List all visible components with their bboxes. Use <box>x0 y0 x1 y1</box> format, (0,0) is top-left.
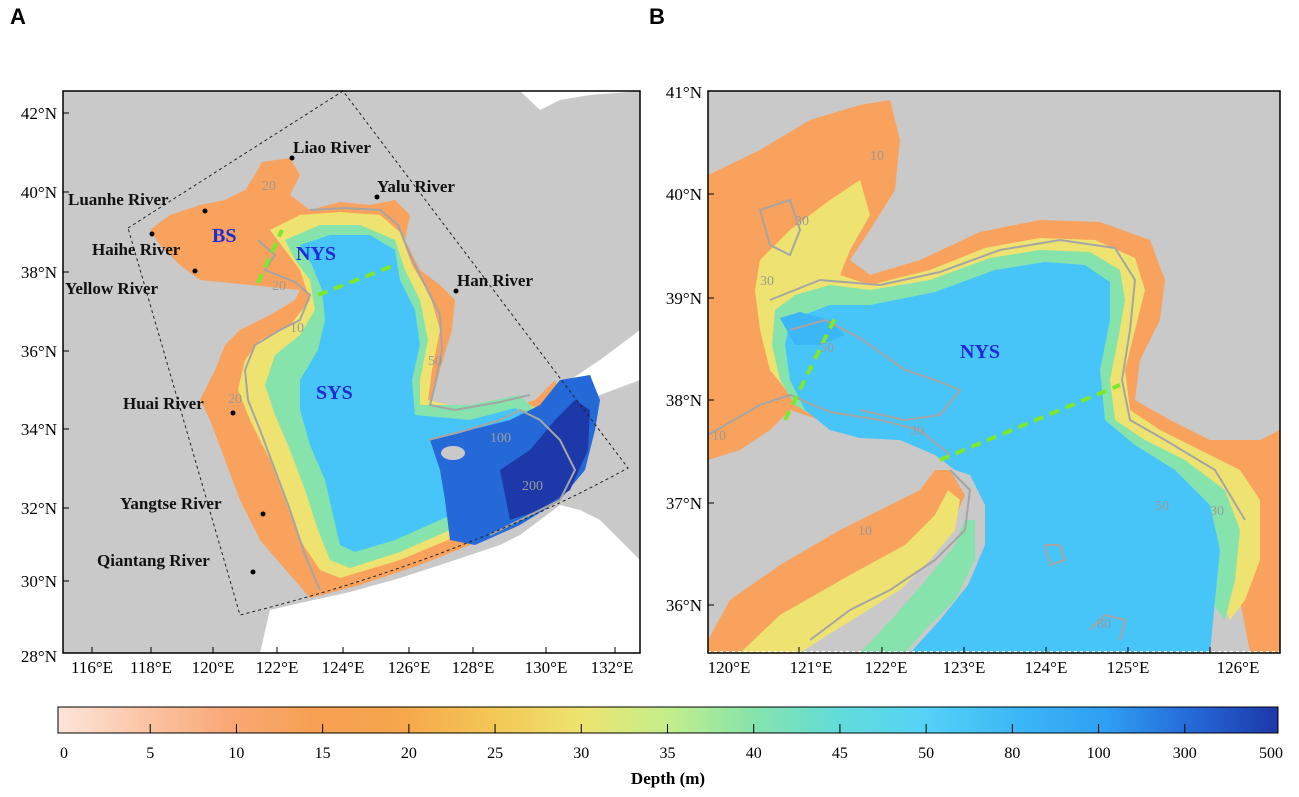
lon-tick-label: 123°E <box>943 658 986 677</box>
colorbar-tick-label: 500 <box>1259 745 1283 762</box>
river-label-han: Han River <box>457 271 533 290</box>
colorbar-tick-label: 15 <box>315 745 331 762</box>
lat-tick-label: 36°N <box>21 342 57 361</box>
sea-deep-b <box>785 262 1220 653</box>
contour-label: 20 <box>262 179 276 194</box>
panel-a-frame <box>62 90 641 654</box>
colorbar-tick-label: 100 <box>1087 745 1111 762</box>
lat-tick-label: 40°N <box>21 183 57 202</box>
lon-tick-label: 132°E <box>591 658 634 677</box>
contour-label: 30 <box>760 274 774 289</box>
lon-tick-label: 116°E <box>71 658 113 677</box>
contour-label: 50 <box>1155 499 1169 514</box>
colorbar-tick-label: 40 <box>746 745 762 762</box>
contour-label: 50 <box>820 341 834 356</box>
colorbar-tick-label: 80 <box>1004 745 1020 762</box>
colorbar-tick-labels: 0 5 10 15 20 25 30 35 40 45 50 80 100 300 500 <box>60 745 1283 762</box>
colorbar-tick-label: 5 <box>146 745 154 762</box>
panel-b-lon-ticks <box>798 647 1211 653</box>
section-lines-a <box>256 229 396 297</box>
contours-b <box>708 198 1246 641</box>
contour-label: 30 <box>910 424 924 439</box>
colorbar-tick-label: 20 <box>401 745 417 762</box>
contour-label: 100 <box>490 431 511 446</box>
lon-tick-label: 120°E <box>708 658 751 677</box>
colorbar-tick-label: 300 <box>1173 745 1197 762</box>
contour-label: 30 <box>1210 504 1224 519</box>
contour-label: 20 <box>272 279 286 294</box>
colorbar-tick-label: 35 <box>660 745 676 762</box>
panel-a-lat-ticks <box>63 112 69 582</box>
river-mouth-dots <box>149 155 459 575</box>
lat-tick-label: 30°N <box>21 572 57 591</box>
lat-tick-label: 32°N <box>21 499 57 518</box>
river-label-yalu: Yalu River <box>377 177 455 196</box>
panel-b-lat-ticks <box>708 193 714 606</box>
lat-tick-label: 39°N <box>666 289 702 308</box>
colorbar-ticks <box>149 724 1186 733</box>
colorbar-tick-label: 10 <box>228 745 244 762</box>
section-lines-b <box>783 317 1121 462</box>
river-label-yellow: Yellow River <box>65 279 158 298</box>
panel-b-letter: B <box>649 4 665 29</box>
contours-a <box>243 206 577 591</box>
lat-tick-label: 38°N <box>666 391 702 410</box>
region-label-nys: NYS <box>296 243 336 265</box>
lon-tick-label: 130°E <box>525 658 568 677</box>
river-label-yangtse: Yangtse River <box>120 494 222 513</box>
lon-tick-label: 126°E <box>388 658 431 677</box>
lon-tick-label: 124°E <box>1025 658 1068 677</box>
river-label-huai: Huai River <box>123 394 204 413</box>
lon-tick-label: 122°E <box>256 658 299 677</box>
lat-tick-label: 38°N <box>21 263 57 282</box>
colorbar-title: Depth (m) <box>631 769 705 788</box>
contour-label: 10 <box>712 429 726 444</box>
contour-label: 30 <box>795 214 809 229</box>
lon-tick-label: 128°E <box>452 658 495 677</box>
panel-a-map: 20 20 10 20 50 100 200 <box>63 91 640 653</box>
lon-tick-label: 120°E <box>192 658 235 677</box>
lat-tick-label: 42°N <box>21 104 57 123</box>
panel-b-frame <box>707 90 1281 654</box>
lat-tick-label: 28°N <box>21 647 57 666</box>
colorbar-tick-label: 50 <box>918 745 934 762</box>
lon-tick-label: 124°E <box>322 658 365 677</box>
colorbar-tick-label: 25 <box>487 745 503 762</box>
region-label-sys: SYS <box>316 382 353 404</box>
panel-a: A <box>10 4 641 677</box>
contour-label: 200 <box>522 479 543 494</box>
panel-a-letter: A <box>10 4 26 29</box>
colorbar-tick-label: 45 <box>832 745 848 762</box>
colorbar-tick-label: 30 <box>573 745 589 762</box>
region-label-nys: NYS <box>960 341 1000 363</box>
contour-label: 10 <box>858 524 872 539</box>
lat-tick-label: 34°N <box>21 420 57 439</box>
panel-b-map: 10 30 30 50 10 30 10 50 30 80 <box>708 91 1280 653</box>
contour-label: 80 <box>1097 617 1111 632</box>
colorbar-tick-label: 0 <box>60 745 68 762</box>
region-label-bs: BS <box>212 225 236 247</box>
contour-label: 50 <box>428 354 442 369</box>
panel-a-lon-ticks <box>91 647 616 653</box>
lon-tick-label: 121°E <box>790 658 833 677</box>
lon-tick-label: 126°E <box>1217 658 1260 677</box>
lon-tick-label: 118°E <box>130 658 172 677</box>
lat-tick-label: 40°N <box>666 185 702 204</box>
colorbar: 0 5 10 15 20 25 30 35 40 45 50 80 100 300 500 Depth (m… <box>57 706 1283 788</box>
lat-tick-label: 37°N <box>666 494 702 513</box>
contour-label: 10 <box>870 149 884 164</box>
contour-label: 10 <box>290 321 304 336</box>
lat-tick-label: 36°N <box>666 596 702 615</box>
river-label-haihe: Haihe River <box>92 240 181 259</box>
lon-tick-label: 122°E <box>865 658 908 677</box>
lon-tick-label: 125°E <box>1107 658 1150 677</box>
river-label-qiantang: Qiantang River <box>97 551 210 570</box>
model-domain-boundary <box>127 91 629 616</box>
lat-tick-label: 41°N <box>666 83 702 102</box>
river-label-liao: Liao River <box>293 138 371 157</box>
panel-b: B <box>649 4 1281 677</box>
river-label-luanhe: Luanhe River <box>68 190 169 209</box>
contour-label: 20 <box>228 392 242 407</box>
